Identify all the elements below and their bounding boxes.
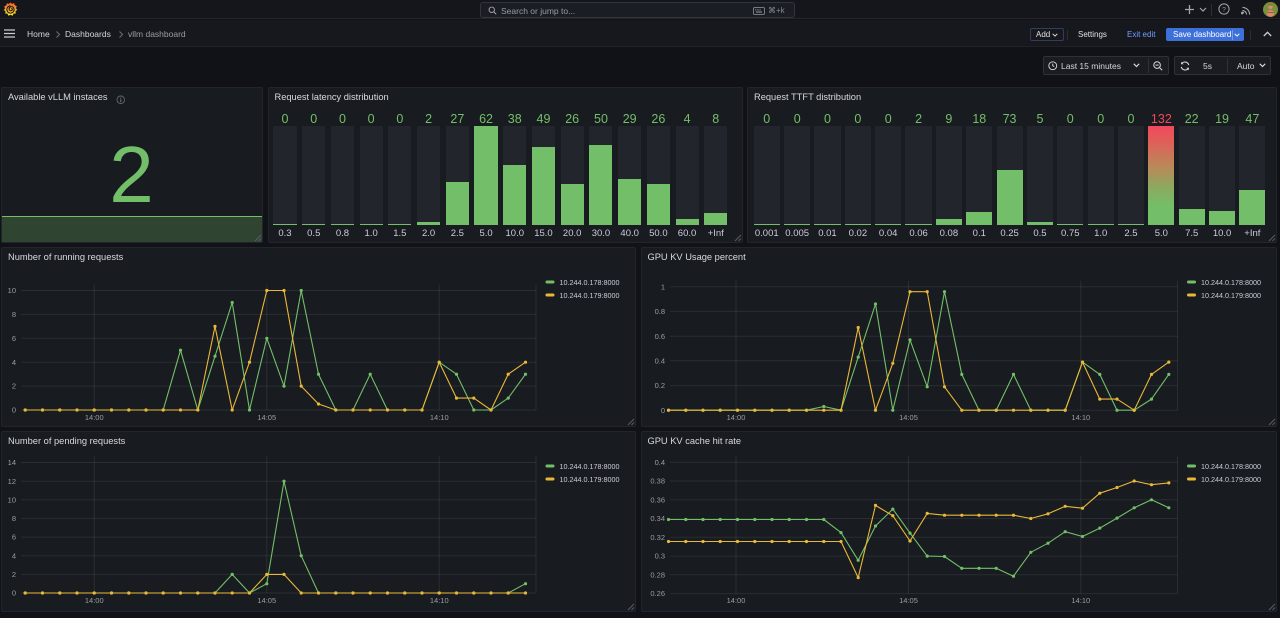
svg-text:0.4: 0.4 xyxy=(654,458,664,467)
svg-text:6: 6 xyxy=(12,533,16,542)
svg-text:2: 2 xyxy=(12,382,16,391)
svg-text:6: 6 xyxy=(12,334,16,343)
svg-text:10.244.0.178:8000: 10.244.0.178:8000 xyxy=(1201,462,1261,471)
svg-text:14:00: 14:00 xyxy=(85,596,104,605)
svg-text:10: 10 xyxy=(8,286,16,295)
svg-text:2: 2 xyxy=(12,570,16,579)
svg-text:0.4: 0.4 xyxy=(654,356,664,365)
svg-text:14:05: 14:05 xyxy=(257,413,276,422)
svg-text:10: 10 xyxy=(8,495,16,504)
svg-text:0.32: 0.32 xyxy=(650,533,665,542)
svg-text:10.244.0.179:8000: 10.244.0.179:8000 xyxy=(1201,475,1261,484)
svg-text:0.34: 0.34 xyxy=(650,514,665,523)
svg-text:14:10: 14:10 xyxy=(430,413,449,422)
svg-text:14:00: 14:00 xyxy=(726,596,745,605)
svg-text:0: 0 xyxy=(660,406,664,415)
svg-text:4: 4 xyxy=(12,551,16,560)
svg-text:0.8: 0.8 xyxy=(654,307,664,316)
svg-text:1: 1 xyxy=(660,282,664,291)
svg-text:14:10: 14:10 xyxy=(1071,596,1090,605)
svg-text:14:05: 14:05 xyxy=(899,596,918,605)
svg-text:?: ? xyxy=(1222,6,1226,13)
svg-text:0.36: 0.36 xyxy=(650,495,665,504)
svg-text:14: 14 xyxy=(8,458,16,467)
svg-text:10.244.0.178:8000: 10.244.0.178:8000 xyxy=(560,278,620,287)
svg-text:0.38: 0.38 xyxy=(650,477,665,486)
svg-text:10.244.0.179:8000: 10.244.0.179:8000 xyxy=(560,475,620,484)
svg-text:0.6: 0.6 xyxy=(654,332,664,341)
svg-text:14:00: 14:00 xyxy=(85,413,104,422)
svg-text:10.244.0.179:8000: 10.244.0.179:8000 xyxy=(1201,291,1261,300)
svg-text:4: 4 xyxy=(12,358,16,367)
svg-text:8: 8 xyxy=(12,310,16,319)
svg-text:8: 8 xyxy=(12,514,16,523)
svg-text:0: 0 xyxy=(12,406,16,415)
svg-text:0: 0 xyxy=(12,589,16,598)
svg-text:14:10: 14:10 xyxy=(1071,413,1090,422)
svg-text:12: 12 xyxy=(8,477,16,486)
svg-text:10.244.0.179:8000: 10.244.0.179:8000 xyxy=(560,291,620,300)
svg-text:10.244.0.178:8000: 10.244.0.178:8000 xyxy=(1201,278,1261,287)
svg-text:0.3: 0.3 xyxy=(654,552,664,561)
svg-text:14:00: 14:00 xyxy=(726,413,745,422)
svg-text:0.26: 0.26 xyxy=(650,589,665,598)
svg-text:14:05: 14:05 xyxy=(899,413,918,422)
svg-text:14:10: 14:10 xyxy=(430,596,449,605)
svg-text:0.2: 0.2 xyxy=(654,381,664,390)
svg-text:0.28: 0.28 xyxy=(650,570,665,579)
svg-text:14:05: 14:05 xyxy=(257,596,276,605)
svg-text:10.244.0.178:8000: 10.244.0.178:8000 xyxy=(560,462,620,471)
